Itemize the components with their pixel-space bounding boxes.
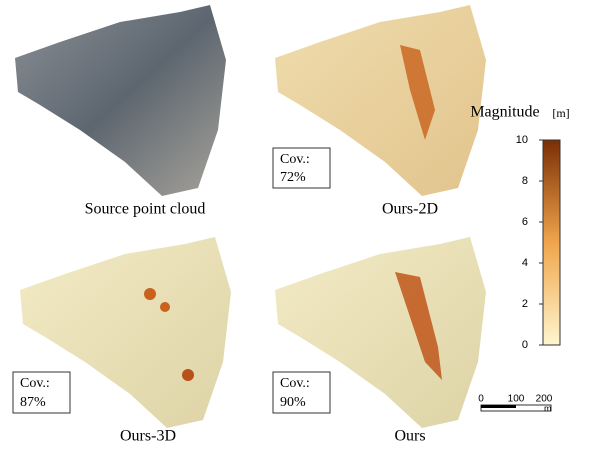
colorbar-tick-label: 4 (522, 257, 528, 269)
source-cloud (15, 5, 226, 196)
colorbar-tick-label: 8 (522, 175, 528, 187)
coverage-box: Cov.: 90% (272, 371, 331, 414)
colorbar-tick-label: 0 (522, 339, 528, 351)
colorbar-tick-label: 10 (516, 134, 528, 146)
scale-unit: m (544, 403, 552, 413)
scale-label: 200 (536, 394, 553, 405)
coverage-label: Cov.: (280, 376, 310, 391)
scale-bar: 0 100 200 m (478, 394, 553, 414)
caption: Source point cloud (85, 201, 206, 218)
coverage-value: 87% (20, 395, 46, 410)
caption: Ours-2D (382, 201, 438, 218)
colorbar (542, 139, 561, 346)
coverage-value: 72% (280, 170, 306, 185)
ours-cloud (275, 237, 486, 428)
ours-2d-cloud (275, 5, 486, 196)
coverage-box: Cov.: 87% (12, 371, 71, 414)
scale-label: 100 (508, 394, 525, 405)
coverage-box: Cov.: 72% (272, 147, 331, 189)
colorbar-title: Magnitude (470, 104, 539, 121)
colorbar-tick-label: 6 (522, 216, 528, 228)
scale-label: 0 (478, 394, 484, 405)
coverage-label: Cov.: (280, 152, 310, 167)
caption: Ours (394, 428, 425, 445)
coverage-label: Cov.: (20, 376, 50, 391)
caption: Ours-3D (120, 428, 176, 445)
colorbar-ticks: 0 2 4 6 8 10 (516, 134, 543, 351)
coverage-value: 90% (280, 395, 306, 410)
ours-3d-cloud (20, 237, 231, 428)
colorbar-unit: [m] (552, 106, 569, 120)
colorbar-tick-label: 2 (522, 298, 528, 310)
